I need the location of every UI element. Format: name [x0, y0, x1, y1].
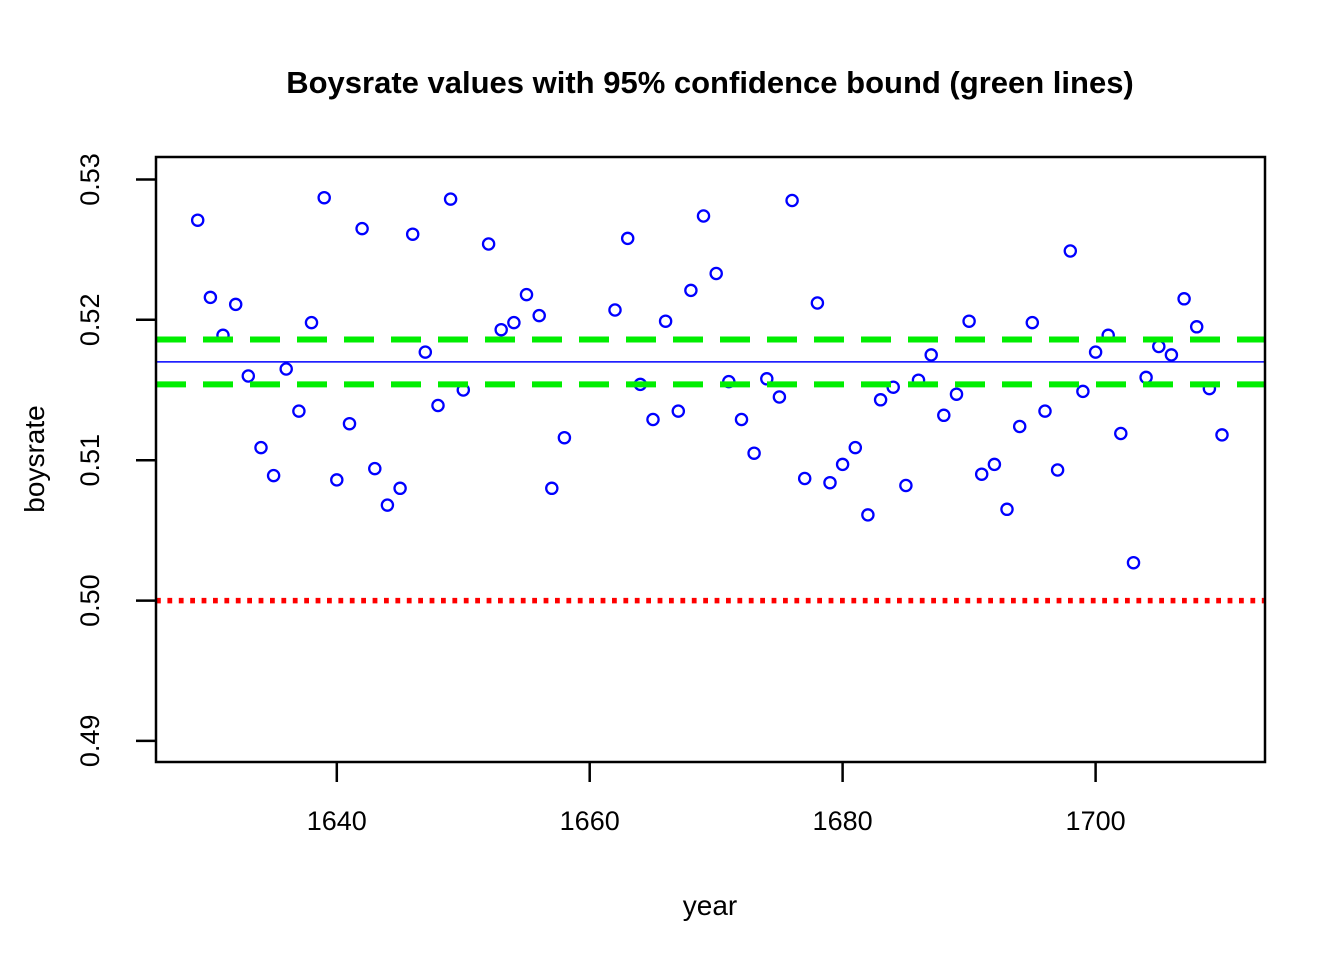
axes: 1640 1660 1680 1700 0.49 0.50 0.51 0.52 0.53 [75, 153, 1267, 836]
data-point [1076, 384, 1090, 399]
data-point [620, 231, 635, 246]
data-point [848, 440, 863, 455]
data-point [507, 315, 521, 330]
data-point [1189, 320, 1204, 334]
data-point [190, 213, 205, 227]
data-point [519, 287, 534, 302]
data-point [797, 471, 812, 486]
data-point [696, 209, 711, 223]
data-point [658, 314, 673, 328]
data-point [608, 303, 622, 317]
data-point [861, 508, 875, 522]
data-point [1152, 339, 1166, 354]
data-point [646, 412, 660, 427]
data-point [1177, 292, 1191, 306]
data-point [823, 475, 837, 490]
data-point [1114, 426, 1128, 441]
data-point [785, 193, 799, 208]
data-point [317, 190, 331, 205]
data-point [684, 283, 698, 298]
data-point [974, 467, 989, 481]
data-point [760, 372, 774, 386]
data-point [772, 390, 787, 404]
data-point [330, 473, 344, 487]
data-point [228, 297, 243, 312]
y-tick-label: 0.50 [75, 574, 105, 627]
data-point [494, 322, 508, 337]
data-point [203, 290, 218, 305]
data-point [835, 457, 850, 472]
data-point [671, 404, 686, 418]
data-point [962, 314, 976, 328]
data-point [304, 315, 319, 330]
reference-lines [156, 336, 1265, 604]
data-point [747, 446, 761, 460]
data-point [418, 345, 433, 359]
data-point [532, 308, 546, 323]
data-point [1164, 348, 1179, 362]
plot-border [154, 155, 1267, 764]
data-point [292, 404, 306, 418]
y-tick-label: 0.51 [75, 434, 105, 487]
data-point [545, 481, 559, 496]
data-point [949, 387, 964, 401]
y-tick-label: 0.53 [75, 153, 105, 206]
x-axis-label: year [683, 890, 737, 921]
y-tick-label: 0.52 [75, 294, 105, 347]
data-point [254, 440, 268, 455]
data-point [810, 296, 825, 310]
data-point [1126, 555, 1141, 570]
data-point [987, 457, 1002, 472]
data-point [481, 237, 496, 251]
data-point [1038, 404, 1052, 418]
data-point [1215, 428, 1229, 442]
y-axis-label: boysrate [19, 405, 50, 512]
y-tick-label: 0.49 [75, 715, 105, 768]
x-tick-label: 1660 [560, 806, 620, 836]
data-point [1050, 463, 1065, 477]
data-point [355, 221, 369, 236]
x-tick-label: 1680 [813, 806, 873, 836]
data-point [899, 478, 913, 493]
data-point [873, 393, 888, 407]
data-point [924, 348, 938, 362]
data-point [734, 412, 749, 427]
data-point [1088, 345, 1103, 359]
data-point [431, 398, 445, 413]
data-point [266, 468, 281, 483]
data-point [241, 369, 256, 383]
data-point [393, 481, 407, 496]
data-point [342, 416, 357, 431]
data-point [709, 266, 723, 281]
data-point [1139, 370, 1153, 385]
data-points [190, 190, 1229, 570]
data-point [279, 362, 293, 376]
data-point [443, 192, 458, 206]
data-point [380, 498, 395, 512]
data-point [368, 461, 382, 476]
data-point [1025, 315, 1040, 330]
data-point [1012, 419, 1027, 434]
x-tick-label: 1640 [307, 806, 367, 836]
data-point [1000, 502, 1014, 517]
data-point [1063, 244, 1078, 258]
data-point [937, 408, 951, 423]
data-point [557, 430, 572, 445]
chart-title: Boysrate values with 95% confidence boun… [286, 65, 1134, 100]
data-point [405, 227, 420, 241]
x-tick-label: 1700 [1066, 806, 1126, 836]
